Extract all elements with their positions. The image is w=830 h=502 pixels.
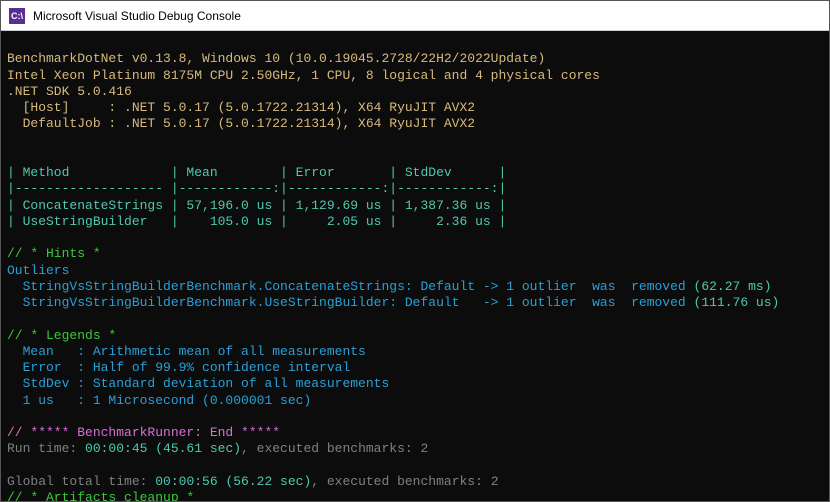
global-time-value: 00:00:56 (56.22 sec) <box>155 474 311 489</box>
run-time-value: 00:00:45 (45.61 sec) <box>85 441 241 456</box>
hint-value: (62.27 ms) <box>694 279 772 294</box>
runner-end: // ***** BenchmarkRunner: End ***** <box>7 425 280 440</box>
header-line: [Host] : .NET 5.0.17 (5.0.1722.21314), X… <box>7 100 475 115</box>
header-line: Intel Xeon Platinum 8175M CPU 2.50GHz, 1… <box>7 68 600 83</box>
hint-text: StringVsStringBuilderBenchmark.Concatena… <box>7 279 694 294</box>
hint-text: StringVsStringBuilderBenchmark.UseString… <box>7 295 694 310</box>
legend-line: 1 us : 1 Microsecond (0.000001 sec) <box>7 393 311 408</box>
titlebar[interactable]: C:\ Microsoft Visual Studio Debug Consol… <box>1 1 829 31</box>
window-title: Microsoft Visual Studio Debug Console <box>33 9 241 23</box>
header-line: DefaultJob : .NET 5.0.17 (5.0.1722.21314… <box>7 116 475 131</box>
header-line: BenchmarkDotNet v0.13.8, Windows 10 (10.… <box>7 51 545 66</box>
run-time-line: Run time: 00:00:45 (45.61 sec), executed… <box>7 441 428 456</box>
legend-line: StdDev : Standard deviation of all measu… <box>7 376 389 391</box>
table-row: | ConcatenateStrings | 57,196.0 us | 1,1… <box>7 198 506 213</box>
console-window: C:\ Microsoft Visual Studio Debug Consol… <box>0 0 830 502</box>
hint-line: StringVsStringBuilderBenchmark.Concatena… <box>7 279 772 294</box>
legend-line: Mean : Arithmetic mean of all measuremen… <box>7 344 366 359</box>
table-separator: |------------------- |------------:|----… <box>7 181 506 196</box>
header-line: .NET SDK 5.0.416 <box>7 84 132 99</box>
global-time-label: Global total time: <box>7 474 155 489</box>
artifacts-title: // * Artifacts cleanup * <box>7 490 194 501</box>
hint-line: StringVsStringBuilderBenchmark.UseString… <box>7 295 779 310</box>
legend-line: Error : Half of 99.9% confidence interva… <box>7 360 350 375</box>
app-icon: C:\ <box>9 8 25 24</box>
table-header: | Method | Mean | Error | StdDev | <box>7 165 506 180</box>
table-row: | UseStringBuilder | 105.0 us | 2.05 us … <box>7 214 506 229</box>
legends-title: // * Legends * <box>7 328 116 343</box>
hints-title: // * Hints * <box>7 246 101 261</box>
console-output: BenchmarkDotNet v0.13.8, Windows 10 (10.… <box>1 31 829 501</box>
hints-subtitle: Outliers <box>7 263 69 278</box>
global-time-line: Global total time: 00:00:56 (56.22 sec),… <box>7 474 499 489</box>
run-time-tail: , executed benchmarks: 2 <box>241 441 428 456</box>
run-time-label: Run time: <box>7 441 85 456</box>
hint-value: (111.76 us) <box>694 295 780 310</box>
global-time-tail: , executed benchmarks: 2 <box>311 474 498 489</box>
